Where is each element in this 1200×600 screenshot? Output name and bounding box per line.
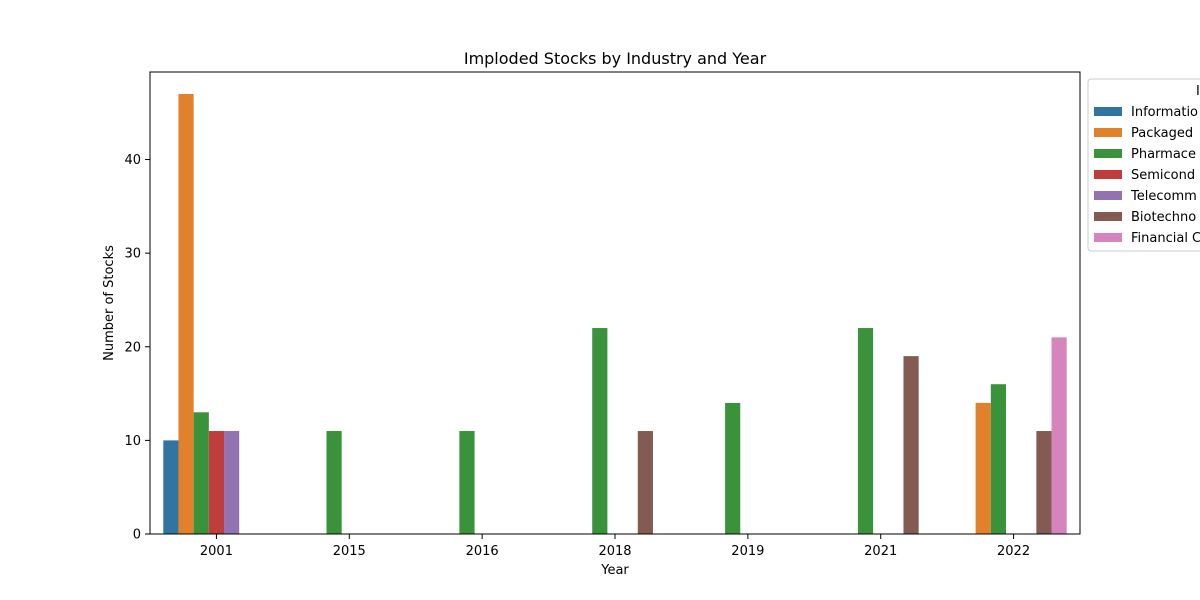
bar-pharmace-2016: [459, 431, 475, 534]
y-tick-label: 30: [124, 247, 141, 262]
legend-swatch: [1094, 107, 1122, 116]
legend-swatch: [1094, 128, 1122, 137]
y-tick-label: 0: [133, 528, 141, 543]
x-axis-label: Year: [600, 563, 629, 578]
legend-label: Financial C: [1131, 231, 1200, 246]
y-axis-label: Number of Stocks: [102, 245, 117, 361]
bar-pharmace-2021: [857, 328, 874, 534]
x-axis: 2001 2015 2016 2018 2019 2021 2022: [200, 534, 1030, 559]
legend-box: [1087, 78, 1200, 252]
legend: I Informatio Packaged Pharmace Semicond Telec…: [1087, 78, 1200, 252]
bar-telecomm-2001: [224, 431, 240, 534]
chart-title: Imploded Stocks by Industry and Year: [464, 49, 767, 68]
legend-label: Informatio: [1131, 105, 1198, 120]
plot-area: [149, 71, 1081, 535]
legend-swatch: [1094, 233, 1122, 242]
y-axis: 0 10 20 30 40: [124, 153, 150, 543]
x-tick-label: 2015: [333, 544, 366, 559]
y-tick-label: 10: [124, 434, 141, 449]
legend-swatch: [1094, 149, 1122, 158]
bar-packaged-2022: [975, 402, 991, 534]
legend-label: Semicond: [1131, 168, 1195, 183]
bar-packaged-2001: [178, 94, 194, 534]
x-tick-label: 2022: [997, 544, 1030, 559]
legend-swatch: [1094, 191, 1122, 200]
bar-semicond-2001: [208, 431, 225, 534]
bar-pharmace-2018: [592, 328, 608, 534]
bar-financial-c-2022: [1051, 337, 1067, 534]
x-tick-label: 2018: [598, 544, 631, 559]
x-tick-label: 2016: [466, 544, 499, 559]
bar-pharmace-2015: [326, 431, 342, 534]
legend-title: I: [1196, 84, 1200, 99]
bar-informatio-2001: [163, 440, 179, 534]
legend-swatch: [1094, 170, 1122, 179]
bars-group: [163, 94, 1067, 534]
legend-label: Telecomm: [1130, 189, 1197, 204]
x-tick-label: 2021: [864, 544, 897, 559]
bar-biotechno-2022: [1036, 431, 1052, 534]
x-tick-label: 2019: [731, 544, 764, 559]
bar-pharmace-2019: [725, 402, 741, 534]
y-tick-label: 20: [124, 340, 141, 355]
legend-label: Packaged: [1131, 126, 1193, 141]
legend-label: Pharmace: [1131, 147, 1196, 162]
plot-frame: [149, 71, 1081, 535]
bar-biotechno-2021: [903, 356, 919, 534]
x-tick-label: 2001: [200, 544, 233, 559]
legend-label: Biotechno: [1131, 210, 1196, 225]
bar-biotechno-2018: [637, 431, 653, 534]
bar-pharmace-2022: [990, 384, 1006, 534]
y-tick-label: 40: [124, 153, 141, 168]
legend-swatch: [1094, 212, 1122, 221]
bar-pharmace-2001: [193, 412, 209, 534]
